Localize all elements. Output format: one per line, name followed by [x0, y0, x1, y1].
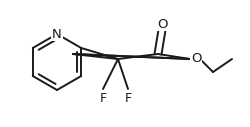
Text: O: O	[191, 52, 201, 65]
Text: N: N	[52, 28, 62, 41]
Text: O: O	[158, 18, 168, 30]
Text: F: F	[124, 92, 132, 106]
Text: F: F	[100, 92, 106, 106]
